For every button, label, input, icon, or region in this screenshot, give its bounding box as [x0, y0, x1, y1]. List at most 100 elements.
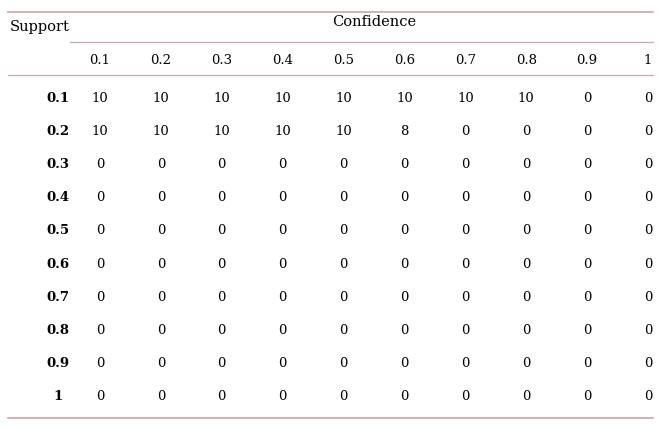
Text: 0.5: 0.5 [333, 53, 354, 67]
Text: 0: 0 [583, 390, 592, 403]
Text: Confidence: Confidence [332, 15, 416, 29]
Text: 0.4: 0.4 [46, 191, 69, 204]
Text: 0: 0 [401, 191, 408, 204]
Text: 10: 10 [274, 92, 291, 105]
Text: 0: 0 [157, 258, 165, 270]
Text: 0: 0 [644, 191, 652, 204]
Text: 0: 0 [644, 258, 652, 270]
Text: 0: 0 [157, 324, 165, 337]
Text: 0: 0 [339, 291, 348, 304]
Text: 10: 10 [457, 92, 474, 105]
Text: 0: 0 [401, 224, 408, 237]
Text: 0: 0 [522, 224, 530, 237]
Text: 0: 0 [461, 291, 469, 304]
Text: 0: 0 [644, 158, 652, 171]
Text: 0: 0 [522, 158, 530, 171]
Text: 0: 0 [644, 390, 652, 403]
Text: 1: 1 [644, 53, 652, 67]
Text: 0: 0 [96, 291, 104, 304]
Text: 0: 0 [401, 390, 408, 403]
Text: 0: 0 [278, 357, 287, 370]
Text: 10: 10 [92, 125, 108, 138]
Text: 0: 0 [339, 357, 348, 370]
Text: 0: 0 [278, 390, 287, 403]
Text: 0: 0 [278, 291, 287, 304]
Text: 10: 10 [274, 125, 291, 138]
Text: 0: 0 [217, 191, 226, 204]
Text: 0: 0 [217, 324, 226, 337]
Text: 0: 0 [644, 291, 652, 304]
Text: 0.3: 0.3 [212, 53, 232, 67]
Text: 0: 0 [217, 357, 226, 370]
Text: 0: 0 [217, 390, 226, 403]
Text: 0.5: 0.5 [46, 224, 69, 237]
Text: 0: 0 [278, 158, 287, 171]
Text: 0: 0 [96, 390, 104, 403]
Text: 0.2: 0.2 [151, 53, 171, 67]
Text: 10: 10 [396, 92, 413, 105]
Text: 0: 0 [157, 390, 165, 403]
Text: 0: 0 [522, 324, 530, 337]
Text: 0: 0 [96, 357, 104, 370]
Text: 0.1: 0.1 [89, 53, 110, 67]
Text: 0: 0 [339, 258, 348, 270]
Text: 0: 0 [583, 224, 592, 237]
Text: 0: 0 [278, 191, 287, 204]
Text: Support: Support [10, 20, 70, 34]
Text: 0: 0 [157, 158, 165, 171]
Text: 0: 0 [339, 224, 348, 237]
Text: 0.8: 0.8 [46, 324, 69, 337]
Text: 0: 0 [583, 258, 592, 270]
Text: 0: 0 [583, 158, 592, 171]
Text: 0: 0 [461, 191, 469, 204]
Text: 0: 0 [217, 291, 226, 304]
Text: 0: 0 [522, 357, 530, 370]
Text: 10: 10 [153, 92, 169, 105]
Text: 1: 1 [54, 390, 63, 403]
Text: 10: 10 [518, 92, 535, 105]
Text: 10: 10 [335, 92, 352, 105]
Text: 0: 0 [339, 390, 348, 403]
Text: 0.9: 0.9 [576, 53, 598, 67]
Text: 0: 0 [217, 258, 226, 270]
Text: 0: 0 [644, 357, 652, 370]
Text: 0: 0 [461, 390, 469, 403]
Text: 0: 0 [583, 291, 592, 304]
Text: 0: 0 [401, 357, 408, 370]
Text: 0: 0 [583, 357, 592, 370]
Text: 0.2: 0.2 [46, 125, 69, 138]
Text: 0: 0 [522, 258, 530, 270]
Text: 0: 0 [461, 324, 469, 337]
Text: 0: 0 [522, 390, 530, 403]
Text: 0: 0 [583, 125, 592, 138]
Text: 0: 0 [583, 324, 592, 337]
Text: 0: 0 [401, 258, 408, 270]
Text: 10: 10 [214, 125, 230, 138]
Text: 0: 0 [644, 92, 652, 105]
Text: 0: 0 [644, 125, 652, 138]
Text: 0.7: 0.7 [455, 53, 476, 67]
Text: 0: 0 [278, 258, 287, 270]
Text: 0: 0 [461, 258, 469, 270]
Text: 8: 8 [401, 125, 408, 138]
Text: 0: 0 [522, 125, 530, 138]
Text: 0: 0 [401, 291, 408, 304]
Text: 0: 0 [583, 92, 592, 105]
Text: 0: 0 [522, 191, 530, 204]
Text: 0.9: 0.9 [46, 357, 69, 370]
Text: 0: 0 [217, 224, 226, 237]
Text: 0.1: 0.1 [46, 92, 69, 105]
Text: 0: 0 [96, 158, 104, 171]
Text: 0: 0 [217, 158, 226, 171]
Text: 10: 10 [153, 125, 169, 138]
Text: 0: 0 [461, 158, 469, 171]
Text: 0: 0 [461, 125, 469, 138]
Text: 0: 0 [96, 324, 104, 337]
Text: 0: 0 [96, 224, 104, 237]
Text: 0.6: 0.6 [394, 53, 415, 67]
Text: 0: 0 [461, 224, 469, 237]
Text: 0: 0 [278, 324, 287, 337]
Text: 10: 10 [92, 92, 108, 105]
Text: 0: 0 [401, 158, 408, 171]
Text: 0: 0 [583, 191, 592, 204]
